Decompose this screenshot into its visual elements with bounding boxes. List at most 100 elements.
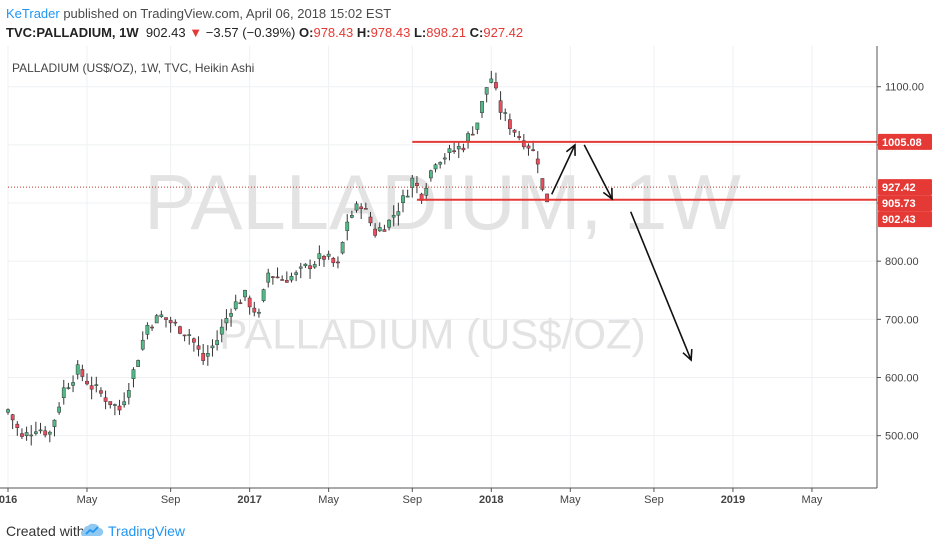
candle[interactable] bbox=[108, 401, 113, 405]
candle[interactable] bbox=[196, 345, 201, 350]
candle[interactable] bbox=[415, 182, 419, 187]
candle[interactable] bbox=[57, 406, 61, 413]
candle[interactable] bbox=[201, 353, 206, 361]
candle[interactable] bbox=[521, 140, 526, 148]
candle[interactable] bbox=[489, 78, 494, 83]
candle[interactable] bbox=[271, 276, 275, 278]
candle[interactable] bbox=[89, 385, 94, 390]
candle[interactable] bbox=[150, 326, 154, 329]
candle[interactable] bbox=[442, 157, 447, 160]
candle[interactable] bbox=[257, 311, 261, 314]
candle[interactable] bbox=[103, 397, 108, 402]
candle[interactable] bbox=[429, 170, 433, 179]
candle[interactable] bbox=[387, 219, 391, 228]
candle[interactable] bbox=[99, 390, 103, 394]
candle[interactable] bbox=[252, 307, 257, 313]
candle[interactable] bbox=[52, 419, 57, 427]
candle[interactable] bbox=[233, 301, 238, 310]
candle[interactable] bbox=[47, 431, 52, 435]
candle[interactable] bbox=[210, 345, 215, 349]
candle[interactable] bbox=[480, 101, 484, 113]
candle[interactable] bbox=[484, 87, 489, 95]
candle[interactable] bbox=[359, 206, 364, 210]
candle[interactable] bbox=[85, 380, 89, 385]
candle[interactable] bbox=[424, 188, 429, 196]
price-chart[interactable]: PALLADIUM, 1W PALLADIUM (US$/OZ) 500.00 600… bbox=[0, 46, 932, 512]
candle[interactable] bbox=[173, 321, 178, 324]
candle[interactable] bbox=[377, 227, 382, 232]
candle[interactable] bbox=[182, 334, 187, 337]
candle[interactable] bbox=[512, 129, 517, 133]
candle[interactable] bbox=[34, 431, 38, 434]
candle[interactable] bbox=[470, 133, 475, 136]
candle[interactable] bbox=[238, 302, 243, 305]
candle[interactable] bbox=[187, 334, 192, 336]
candle[interactable] bbox=[159, 314, 164, 317]
candle[interactable] bbox=[243, 289, 247, 298]
candle[interactable] bbox=[215, 340, 219, 345]
candle[interactable] bbox=[354, 203, 359, 211]
candle[interactable] bbox=[261, 289, 266, 301]
candle[interactable] bbox=[136, 360, 140, 367]
candle[interactable] bbox=[336, 261, 340, 264]
candle[interactable] bbox=[308, 265, 312, 270]
candle[interactable] bbox=[205, 353, 210, 357]
candle[interactable] bbox=[396, 211, 401, 216]
arrow-line[interactable] bbox=[550, 144, 576, 195]
candle[interactable] bbox=[131, 369, 136, 379]
candle[interactable] bbox=[531, 149, 535, 151]
candle[interactable] bbox=[38, 429, 43, 432]
candle[interactable] bbox=[284, 280, 289, 283]
candle[interactable] bbox=[6, 409, 10, 413]
candle[interactable] bbox=[140, 339, 145, 350]
arrow-line[interactable] bbox=[629, 211, 692, 361]
candle[interactable] bbox=[466, 133, 470, 142]
candle[interactable] bbox=[94, 384, 99, 386]
candle[interactable] bbox=[456, 146, 461, 150]
candle[interactable] bbox=[154, 315, 159, 324]
candle[interactable] bbox=[29, 434, 34, 437]
candle[interactable] bbox=[126, 390, 131, 398]
candle[interactable] bbox=[498, 100, 503, 113]
candle[interactable] bbox=[382, 229, 387, 232]
candle[interactable] bbox=[452, 150, 456, 152]
candle[interactable] bbox=[280, 279, 285, 281]
candle[interactable] bbox=[540, 178, 545, 190]
candle[interactable] bbox=[10, 414, 15, 421]
candle[interactable] bbox=[312, 264, 317, 268]
candle[interactable] bbox=[494, 82, 498, 89]
candle[interactable] bbox=[247, 297, 252, 308]
candle[interactable] bbox=[508, 119, 512, 129]
candle[interactable] bbox=[266, 272, 271, 283]
arrow-line[interactable] bbox=[583, 144, 613, 200]
candle[interactable] bbox=[298, 266, 303, 269]
author-link[interactable]: KeTrader bbox=[6, 6, 60, 21]
candle[interactable] bbox=[447, 148, 452, 153]
candle[interactable] bbox=[535, 158, 540, 165]
candle[interactable] bbox=[20, 433, 24, 437]
candle[interactable] bbox=[229, 313, 233, 317]
candle[interactable] bbox=[178, 326, 182, 334]
candle[interactable] bbox=[405, 195, 410, 198]
candle[interactable] bbox=[526, 145, 531, 149]
candle[interactable] bbox=[145, 324, 150, 335]
candle[interactable] bbox=[317, 253, 322, 259]
candle[interactable] bbox=[15, 423, 20, 428]
candle[interactable] bbox=[345, 221, 350, 231]
candle[interactable] bbox=[326, 253, 331, 257]
tradingview-brand[interactable]: TradingView bbox=[108, 523, 186, 539]
candle[interactable] bbox=[164, 317, 168, 320]
candle[interactable] bbox=[24, 432, 29, 436]
candle[interactable] bbox=[350, 215, 354, 218]
candle[interactable] bbox=[545, 193, 549, 203]
candle[interactable] bbox=[61, 387, 66, 399]
candle[interactable] bbox=[368, 216, 373, 224]
candle[interactable] bbox=[168, 320, 173, 324]
candle[interactable] bbox=[373, 228, 377, 236]
candle[interactable] bbox=[294, 272, 298, 275]
candle[interactable] bbox=[517, 136, 522, 138]
candle[interactable] bbox=[461, 147, 466, 151]
candle[interactable] bbox=[192, 338, 196, 343]
candle[interactable] bbox=[331, 257, 336, 264]
candle[interactable] bbox=[475, 122, 480, 130]
